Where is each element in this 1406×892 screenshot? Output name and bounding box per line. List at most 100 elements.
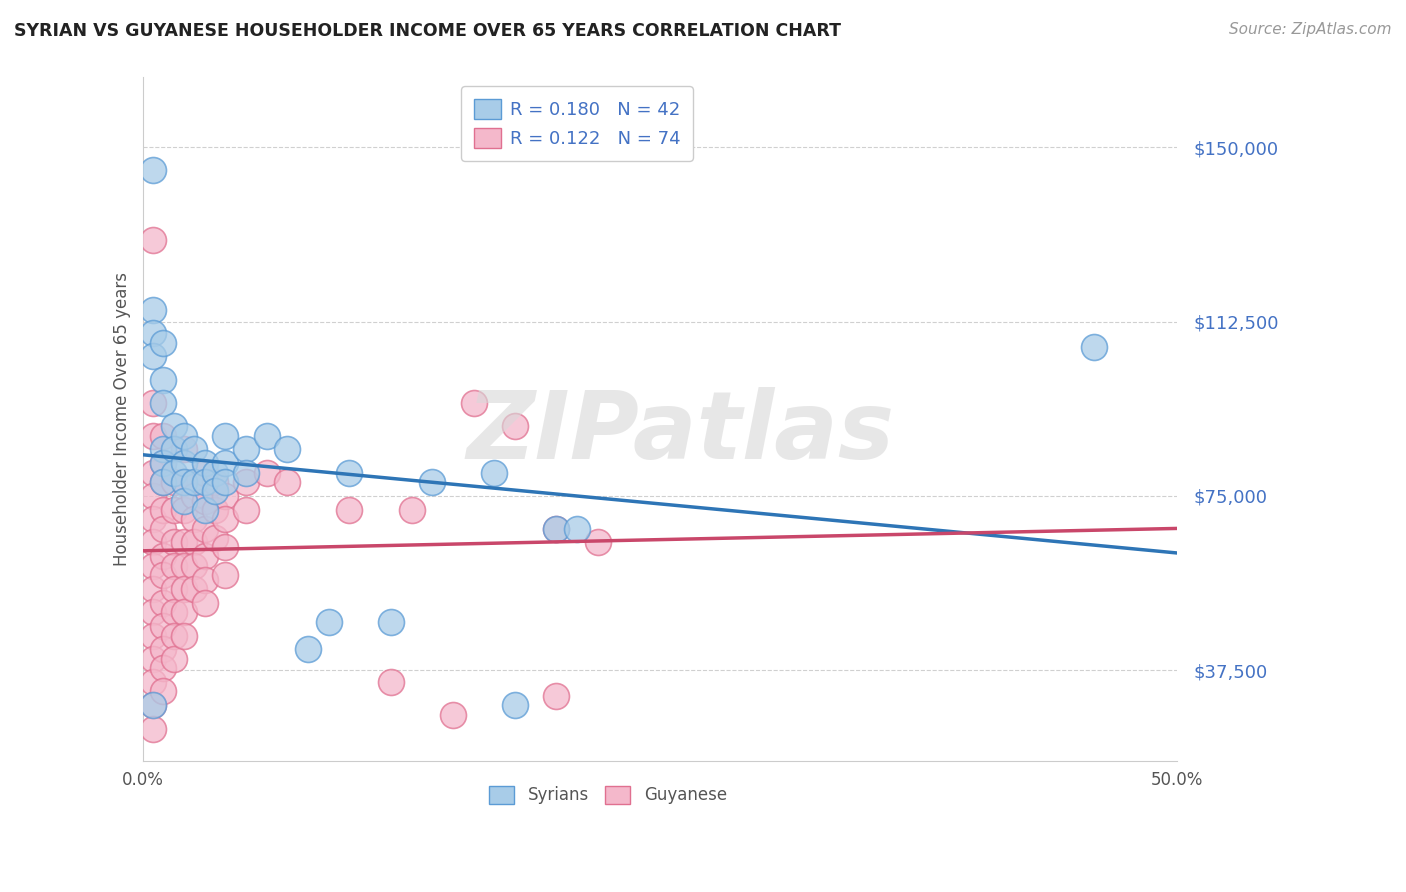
Point (152, 428, 174, 442)
Point (214, 489, 236, 503)
Point (194, 503, 217, 517)
Text: Source: ZipAtlas.com: Source: ZipAtlas.com (1229, 22, 1392, 37)
Point (339, 503, 361, 517)
Point (194, 596, 217, 610)
Point (142, 326, 165, 341)
Point (194, 457, 217, 471)
Point (256, 466, 278, 480)
Point (183, 512, 205, 526)
Point (162, 628, 184, 642)
Point (194, 573, 217, 587)
Point (183, 442, 205, 457)
Point (339, 466, 361, 480)
Point (152, 457, 174, 471)
Point (152, 457, 174, 471)
Point (204, 466, 226, 480)
Point (142, 605, 165, 619)
Point (401, 503, 423, 517)
Point (142, 698, 165, 713)
Point (142, 722, 165, 736)
Point (204, 484, 226, 499)
Point (214, 475, 236, 489)
Point (586, 535, 609, 549)
Point (318, 615, 340, 629)
Point (276, 475, 298, 489)
Point (546, 522, 568, 536)
Point (463, 396, 485, 410)
Point (162, 419, 184, 434)
Y-axis label: Householder Income Over 65 years: Householder Income Over 65 years (114, 272, 131, 566)
Point (214, 457, 236, 471)
Point (194, 475, 217, 489)
Point (152, 373, 174, 387)
Point (380, 615, 402, 629)
Point (194, 466, 217, 480)
Point (183, 582, 205, 596)
Point (152, 475, 174, 489)
Point (142, 628, 165, 642)
Point (194, 522, 217, 536)
Point (142, 396, 165, 410)
Point (546, 522, 568, 536)
Point (484, 466, 506, 480)
Point (546, 689, 568, 703)
Point (173, 605, 195, 619)
Point (152, 684, 174, 698)
Point (162, 442, 184, 457)
Point (162, 605, 184, 619)
Point (503, 419, 526, 434)
Point (441, 707, 464, 722)
Point (142, 350, 165, 364)
Point (173, 535, 195, 549)
Point (173, 428, 195, 442)
Text: SYRIAN VS GUYANESE HOUSEHOLDER INCOME OVER 65 YEARS CORRELATION CHART: SYRIAN VS GUYANESE HOUSEHOLDER INCOME OV… (14, 22, 841, 40)
Point (162, 503, 184, 517)
Point (152, 619, 174, 633)
Point (152, 475, 174, 489)
Point (173, 503, 195, 517)
Point (142, 558, 165, 573)
Point (204, 503, 226, 517)
Point (162, 652, 184, 666)
Point (142, 466, 165, 480)
Point (162, 475, 184, 489)
Point (152, 396, 174, 410)
Point (142, 489, 165, 503)
Point (235, 475, 257, 489)
Point (142, 428, 165, 442)
Point (235, 503, 257, 517)
Point (142, 233, 165, 247)
Point (152, 522, 174, 536)
Point (173, 457, 195, 471)
Point (503, 698, 526, 713)
Point (152, 335, 174, 350)
Point (1083, 340, 1105, 354)
Point (214, 512, 236, 526)
Point (194, 549, 217, 564)
Point (152, 596, 174, 610)
Point (142, 535, 165, 549)
Point (173, 475, 195, 489)
Point (214, 428, 236, 442)
Text: ZIPatlas: ZIPatlas (467, 387, 894, 479)
Point (173, 558, 195, 573)
Point (235, 442, 257, 457)
Point (297, 642, 319, 657)
Point (162, 466, 184, 480)
Point (173, 442, 195, 457)
Point (152, 442, 174, 457)
Point (183, 535, 205, 549)
Point (142, 582, 165, 596)
Point (420, 475, 443, 489)
Point (142, 675, 165, 690)
Point (152, 568, 174, 582)
Point (173, 582, 195, 596)
Point (152, 661, 174, 675)
Point (204, 475, 226, 489)
Point (235, 466, 257, 480)
Point (142, 302, 165, 317)
Point (162, 535, 184, 549)
Point (214, 568, 236, 582)
Point (142, 163, 165, 178)
Point (142, 698, 165, 713)
